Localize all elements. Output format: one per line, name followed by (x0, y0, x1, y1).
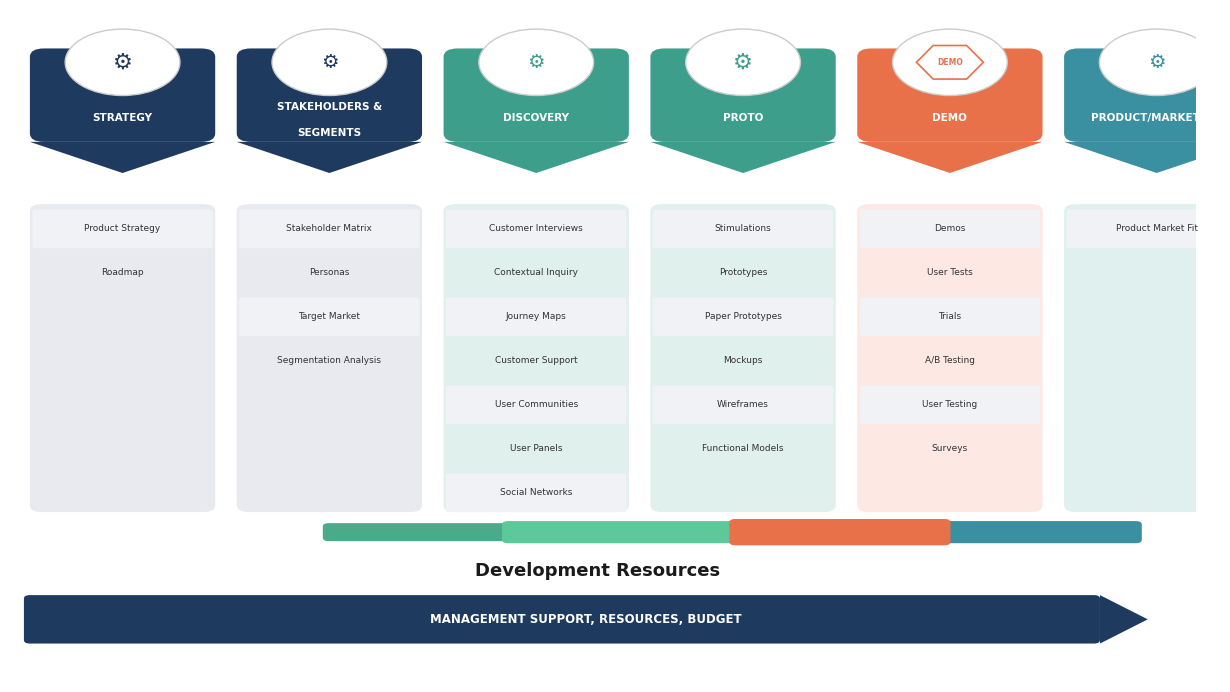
FancyBboxPatch shape (236, 204, 422, 512)
FancyBboxPatch shape (860, 210, 1041, 248)
Text: User Testing: User Testing (922, 400, 978, 409)
Text: Personas: Personas (309, 268, 349, 277)
FancyBboxPatch shape (653, 341, 834, 380)
Text: Mockups: Mockups (723, 356, 763, 365)
FancyBboxPatch shape (860, 298, 1041, 336)
Text: Stimulations: Stimulations (715, 224, 771, 233)
FancyBboxPatch shape (444, 48, 629, 142)
Text: MANAGEMENT SUPPORT, RESOURCES, BUDGET: MANAGEMENT SUPPORT, RESOURCES, BUDGET (430, 613, 742, 626)
Text: Demos: Demos (935, 224, 966, 233)
Text: User Tests: User Tests (927, 268, 973, 277)
FancyBboxPatch shape (446, 341, 626, 380)
FancyBboxPatch shape (1066, 210, 1230, 248)
FancyBboxPatch shape (502, 521, 742, 543)
FancyBboxPatch shape (653, 210, 834, 248)
Text: Customer Interviews: Customer Interviews (490, 224, 583, 233)
FancyBboxPatch shape (239, 298, 419, 336)
FancyBboxPatch shape (729, 519, 951, 545)
Text: Paper Prototypes: Paper Prototypes (705, 312, 781, 321)
Text: STAKEHOLDERS &: STAKEHOLDERS & (277, 102, 383, 112)
FancyBboxPatch shape (860, 385, 1041, 424)
Circle shape (1100, 29, 1214, 95)
Text: STRATEGY: STRATEGY (92, 113, 153, 122)
Text: Functional Models: Functional Models (702, 444, 784, 453)
Text: DEMO: DEMO (932, 113, 967, 122)
FancyBboxPatch shape (236, 48, 422, 142)
Polygon shape (30, 142, 215, 173)
FancyBboxPatch shape (446, 253, 626, 292)
Polygon shape (236, 142, 422, 173)
FancyBboxPatch shape (938, 521, 1141, 543)
FancyBboxPatch shape (446, 429, 626, 468)
Polygon shape (857, 142, 1043, 173)
Text: ⚙: ⚙ (113, 53, 133, 72)
Polygon shape (444, 142, 629, 173)
FancyBboxPatch shape (30, 204, 215, 512)
Text: PROTO: PROTO (723, 113, 764, 122)
FancyBboxPatch shape (1064, 48, 1230, 142)
Text: Journey Maps: Journey Maps (506, 312, 567, 321)
Text: DEMO: DEMO (937, 57, 963, 67)
Text: User Communities: User Communities (494, 400, 578, 409)
FancyBboxPatch shape (444, 204, 629, 512)
Text: Segmentation Analysis: Segmentation Analysis (278, 356, 381, 365)
Text: User Panels: User Panels (510, 444, 562, 453)
FancyBboxPatch shape (446, 473, 626, 512)
Text: Stakeholder Matrix: Stakeholder Matrix (287, 224, 373, 233)
Text: Surveys: Surveys (932, 444, 968, 453)
Text: ⚙: ⚙ (1148, 53, 1166, 72)
FancyBboxPatch shape (446, 298, 626, 336)
Text: Wireframes: Wireframes (717, 400, 769, 409)
Text: Contextual Inquiry: Contextual Inquiry (494, 268, 578, 277)
Circle shape (478, 29, 594, 95)
FancyBboxPatch shape (30, 48, 215, 142)
Text: A/B Testing: A/B Testing (925, 356, 975, 365)
FancyBboxPatch shape (653, 253, 834, 292)
Text: Roadmap: Roadmap (101, 268, 144, 277)
FancyBboxPatch shape (23, 595, 1100, 644)
FancyBboxPatch shape (32, 210, 213, 248)
Circle shape (65, 29, 180, 95)
Polygon shape (651, 142, 835, 173)
Text: Social Networks: Social Networks (501, 488, 572, 497)
Text: ⚙: ⚙ (528, 53, 545, 72)
Circle shape (272, 29, 386, 95)
Polygon shape (1064, 142, 1230, 173)
FancyBboxPatch shape (446, 210, 626, 248)
Text: Development Resources: Development Resources (475, 562, 721, 580)
FancyBboxPatch shape (860, 429, 1041, 468)
Text: ⚙: ⚙ (733, 53, 753, 72)
FancyBboxPatch shape (32, 253, 213, 292)
FancyBboxPatch shape (239, 253, 419, 292)
Polygon shape (1100, 595, 1148, 644)
FancyBboxPatch shape (322, 523, 514, 541)
FancyBboxPatch shape (651, 204, 835, 512)
Text: Product Market Fit: Product Market Fit (1116, 224, 1198, 233)
Text: Product Strategy: Product Strategy (85, 224, 161, 233)
FancyBboxPatch shape (651, 48, 835, 142)
Text: PRODUCT/MARKET FIT: PRODUCT/MARKET FIT (1091, 113, 1223, 122)
Text: Target Market: Target Market (299, 312, 360, 321)
Circle shape (685, 29, 801, 95)
FancyBboxPatch shape (860, 341, 1041, 380)
Text: ⚙: ⚙ (321, 53, 338, 72)
Text: SEGMENTS: SEGMENTS (298, 128, 362, 138)
FancyBboxPatch shape (446, 385, 626, 424)
FancyBboxPatch shape (860, 253, 1041, 292)
FancyBboxPatch shape (239, 210, 419, 248)
Text: Prototypes: Prototypes (718, 268, 768, 277)
FancyBboxPatch shape (857, 204, 1043, 512)
Text: Trials: Trials (938, 312, 962, 321)
FancyBboxPatch shape (1064, 204, 1230, 512)
FancyBboxPatch shape (653, 385, 834, 424)
FancyBboxPatch shape (653, 429, 834, 468)
Circle shape (893, 29, 1007, 95)
FancyBboxPatch shape (239, 341, 419, 380)
Text: DISCOVERY: DISCOVERY (503, 113, 569, 122)
Text: Customer Support: Customer Support (494, 356, 578, 365)
FancyBboxPatch shape (857, 48, 1043, 142)
FancyBboxPatch shape (653, 298, 834, 336)
